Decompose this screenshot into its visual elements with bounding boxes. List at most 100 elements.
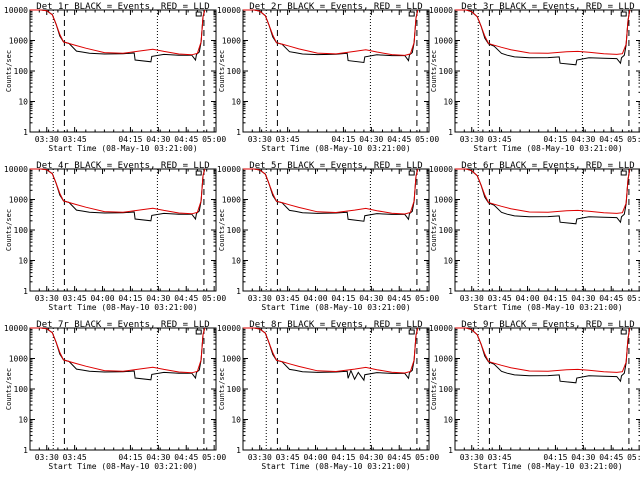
panel-2: Det 2r BLACK = Events, RED = LLD 1 10 100 10… (217, 2, 439, 153)
series-line-events (455, 9, 631, 66)
x-axis-label: Start Time (08-May-10 03:21:00) (48, 462, 197, 471)
x-tick-label: 05:00 (202, 135, 226, 144)
x-tick-label: 04:15 (543, 294, 567, 303)
y-tick-label: 1000 (434, 37, 453, 46)
x-tick-label: 03:45 (63, 453, 87, 462)
x-tick-label: 04:30 (146, 294, 170, 303)
y-tick-label: 10 (231, 257, 241, 266)
y-tick-label: 10 (443, 416, 453, 425)
y-axis-label: Counts/sec (5, 368, 13, 410)
y-tick-label: 1 (236, 287, 241, 296)
x-tick-label: 04:45 (387, 135, 411, 144)
x-tick-label: 03:45 (276, 294, 300, 303)
y-tick-label: 1000 (222, 196, 241, 205)
y-tick-label: 10000 (217, 324, 241, 333)
panel-title: Det 1r BLACK = Events, RED = LLD (36, 2, 209, 12)
y-tick-label: 100 (14, 226, 29, 235)
panel-5: Det 5r BLACK = Events, RED = LLD 1 10 100 10… (217, 161, 439, 312)
panel-7: Det 7r BLACK = Events, RED = LLD 1 10 100 10… (4, 320, 226, 471)
y-tick-label: 1000 (222, 355, 241, 364)
y-tick-label: 100 (227, 385, 242, 394)
x-tick-label: 03:30 (35, 294, 59, 303)
series-line-lld (455, 327, 631, 373)
y-axis-label: Counts/sec (218, 50, 226, 92)
y-tick-label: 100 (227, 226, 242, 235)
y-tick-label: 1 (448, 446, 453, 455)
y-tick-label: 100 (14, 67, 29, 76)
y-tick-label: 1 (23, 287, 28, 296)
plot-frame (454, 168, 640, 292)
y-tick-label: 10 (18, 257, 28, 266)
x-tick-label: 04:30 (146, 453, 170, 462)
x-tick-label: 04:15 (118, 453, 142, 462)
x-tick-label: 03:30 (248, 294, 272, 303)
y-tick-label: 100 (439, 67, 454, 76)
series-line-lld (455, 9, 631, 55)
top-marker-box (408, 329, 415, 335)
y-tick-label: 100 (14, 385, 29, 394)
panel-9: Det 9r BLACK = Events, RED = LLD 1 10 100 10… (429, 320, 640, 471)
x-tick-label: 04:15 (331, 453, 355, 462)
y-tick-label: 10000 (217, 165, 241, 174)
y-tick-label: 1000 (9, 196, 28, 205)
x-tick-label: 03:30 (460, 135, 484, 144)
y-tick-label: 1 (236, 128, 241, 137)
y-tick-label: 10000 (4, 165, 28, 174)
x-tick-label: 03:30 (35, 453, 59, 462)
y-tick-label: 1000 (9, 37, 28, 46)
x-tick-label: 05:00 (415, 135, 439, 144)
x-tick-label: 03:30 (248, 453, 272, 462)
x-tick-label: 04:15 (118, 294, 142, 303)
panel-title: Det 3r BLACK = Events, RED = LLD (461, 2, 634, 12)
y-tick-label: 100 (439, 385, 454, 394)
y-tick-label: 1 (448, 128, 453, 137)
x-tick-label: 03:45 (488, 294, 512, 303)
x-axis-label: Start Time (08-May-10 03:21:00) (261, 462, 410, 471)
x-tick-label: 03:45 (488, 135, 512, 144)
y-axis-label: Counts/sec (218, 209, 226, 251)
x-tick-label: 03:45 (63, 294, 87, 303)
x-tick-label: 04:45 (174, 135, 198, 144)
y-tick-label: 10000 (429, 324, 453, 333)
x-tick-label: 04:15 (331, 294, 355, 303)
panel-3: Det 3r BLACK = Events, RED = LLD 1 10 100 10… (429, 2, 640, 153)
x-tick-label: 04:00 (90, 294, 114, 303)
series-line-lld (30, 327, 206, 374)
x-tick-label: 03:45 (63, 135, 87, 144)
x-tick-label: 03:30 (460, 453, 484, 462)
x-tick-label: 05:00 (627, 135, 640, 144)
x-tick-label: 05:00 (415, 294, 439, 303)
top-marker-box (195, 170, 202, 176)
panel-6: Det 6r BLACK = Events, RED = LLD 1 10 100 10… (429, 161, 640, 312)
x-tick-label: 05:00 (202, 294, 226, 303)
series-line-lld (243, 168, 419, 215)
y-axis-label: Counts/sec (430, 209, 438, 251)
x-axis-label: Start Time (08-May-10 03:21:00) (473, 303, 622, 312)
y-tick-label: 1000 (222, 37, 241, 46)
top-marker-box (408, 170, 415, 176)
x-tick-label: 05:00 (202, 453, 226, 462)
y-tick-label: 10 (231, 416, 241, 425)
x-tick-label: 04:00 (303, 294, 327, 303)
y-tick-label: 10000 (429, 165, 453, 174)
x-tick-label: 04:15 (543, 453, 567, 462)
y-tick-label: 10 (443, 98, 453, 107)
x-tick-label: 03:30 (248, 135, 272, 144)
x-tick-label: 04:45 (387, 294, 411, 303)
y-tick-label: 10000 (4, 324, 28, 333)
panel-8: Det 8r BLACK = Events, RED = LLD 1 10 100 10… (217, 320, 439, 471)
x-tick-label: 03:45 (276, 135, 300, 144)
x-tick-label: 04:45 (387, 453, 411, 462)
y-axis-label: Counts/sec (5, 50, 13, 92)
series-line-lld (243, 9, 419, 56)
top-marker-box (620, 11, 627, 17)
y-axis-label: Counts/sec (5, 209, 13, 251)
plot-frame (454, 9, 640, 133)
series-line-lld (455, 168, 631, 214)
panel-title: Det 7r BLACK = Events, RED = LLD (36, 320, 209, 330)
x-tick-label: 04:30 (146, 135, 170, 144)
panel-title: Det 2r BLACK = Events, RED = LLD (249, 2, 422, 12)
y-axis-label: Counts/sec (218, 368, 226, 410)
x-tick-label: 04:30 (359, 135, 383, 144)
y-tick-label: 10000 (217, 6, 241, 15)
